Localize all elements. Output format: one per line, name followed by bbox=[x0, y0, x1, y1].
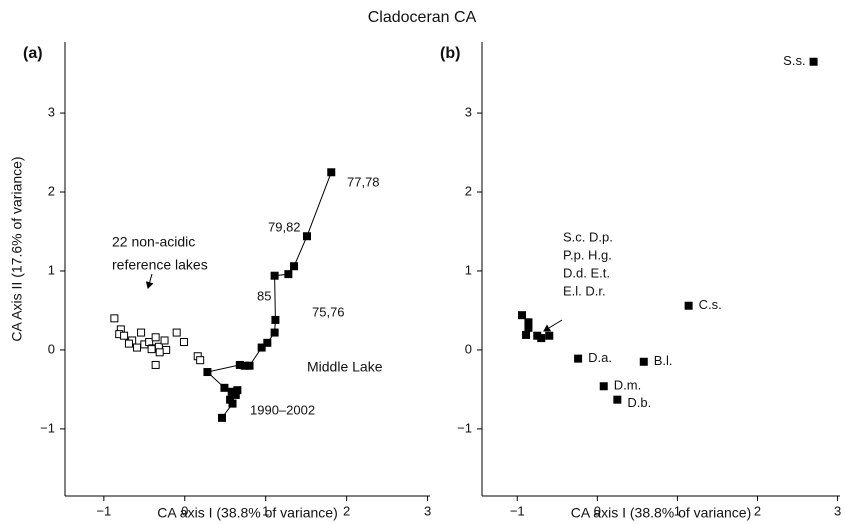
y-tick-label: 0 bbox=[48, 341, 55, 356]
point bbox=[179, 338, 188, 347]
point bbox=[151, 360, 160, 369]
x-tick-label: 2 bbox=[343, 503, 350, 518]
x-tick-label: 3 bbox=[424, 503, 431, 518]
x-tick-label: 0 bbox=[181, 503, 188, 518]
point bbox=[639, 357, 648, 366]
y-tick-label: 3 bbox=[48, 104, 55, 119]
point bbox=[613, 395, 622, 404]
point bbox=[196, 356, 205, 365]
point bbox=[120, 331, 129, 340]
annotation: 85 bbox=[257, 288, 271, 303]
y-tick-label: 1 bbox=[465, 262, 472, 277]
annotation: reference lakes bbox=[112, 257, 208, 273]
point bbox=[545, 331, 554, 340]
point bbox=[270, 328, 279, 337]
x-tick-label: −1 bbox=[510, 503, 525, 518]
point bbox=[263, 338, 272, 347]
point bbox=[284, 270, 293, 279]
point bbox=[327, 168, 336, 177]
point bbox=[684, 301, 693, 310]
point bbox=[218, 413, 227, 422]
annotation: 79,82 bbox=[268, 219, 301, 234]
x-tick-label: 3 bbox=[834, 503, 841, 518]
y-axis-label: CA Axis II (17.6% of variance) bbox=[9, 156, 25, 341]
point bbox=[220, 383, 229, 392]
panel-label: (a) bbox=[23, 45, 43, 62]
y-tick-label: 0 bbox=[465, 341, 472, 356]
point bbox=[124, 339, 133, 348]
y-tick-label: −1 bbox=[40, 420, 55, 435]
annotation: 75,76 bbox=[312, 304, 345, 319]
x-axis-label: CA axis I (38.8% of variance) bbox=[157, 505, 338, 521]
annotation: 77,78 bbox=[347, 174, 380, 189]
x-tick-label: 2 bbox=[754, 503, 761, 518]
point bbox=[137, 328, 146, 337]
annotation: P.p. H.g. bbox=[563, 247, 612, 262]
annotation: Middle Lake bbox=[307, 359, 383, 375]
point bbox=[524, 323, 533, 332]
x-tick-label: 1 bbox=[674, 503, 681, 518]
y-tick-label: 1 bbox=[48, 262, 55, 277]
annotation: E.l. D.r. bbox=[563, 283, 606, 298]
panel-label: (b) bbox=[440, 45, 460, 62]
annotation: 1990–2002 bbox=[250, 402, 315, 417]
point bbox=[133, 343, 142, 352]
point-label: C.s. bbox=[699, 297, 722, 312]
point bbox=[574, 354, 583, 363]
point-label: D.b. bbox=[627, 395, 651, 410]
point bbox=[235, 360, 244, 369]
point bbox=[172, 328, 181, 337]
y-tick-label: −1 bbox=[457, 420, 472, 435]
point bbox=[271, 315, 280, 324]
point bbox=[231, 390, 240, 399]
point-label: D.a. bbox=[588, 350, 612, 365]
point-label: B.l. bbox=[654, 353, 673, 368]
annotation: S.c. D.p. bbox=[563, 229, 613, 244]
arrow bbox=[145, 273, 154, 289]
point bbox=[302, 232, 311, 241]
point bbox=[270, 271, 279, 280]
point bbox=[599, 382, 608, 391]
point bbox=[290, 262, 299, 271]
point bbox=[257, 343, 266, 352]
point bbox=[809, 57, 818, 66]
y-tick-label: 3 bbox=[465, 104, 472, 119]
point bbox=[518, 311, 527, 320]
point bbox=[155, 348, 164, 357]
point bbox=[228, 399, 237, 408]
arrow bbox=[543, 319, 563, 332]
x-tick-label: 1 bbox=[262, 503, 269, 518]
point bbox=[151, 333, 160, 342]
y-tick-label: 2 bbox=[48, 183, 55, 198]
annotation: D.d. E.t. bbox=[563, 265, 610, 280]
point bbox=[147, 345, 156, 354]
point bbox=[162, 345, 171, 354]
x-tick-label: 0 bbox=[594, 503, 601, 518]
annotation: 22 non-acidic bbox=[112, 234, 195, 250]
point-label: D.m. bbox=[614, 378, 641, 393]
y-tick-label: 2 bbox=[465, 183, 472, 198]
point bbox=[160, 336, 169, 345]
point bbox=[110, 314, 119, 323]
x-tick-label: −1 bbox=[96, 503, 111, 518]
point bbox=[203, 368, 212, 377]
x-axis-label: CA axis I (38.8% of variance) bbox=[571, 505, 752, 521]
point bbox=[522, 330, 531, 339]
point bbox=[537, 334, 546, 343]
chart-title: Cladoceran CA bbox=[368, 9, 477, 26]
point-label: S.s. bbox=[783, 53, 805, 68]
